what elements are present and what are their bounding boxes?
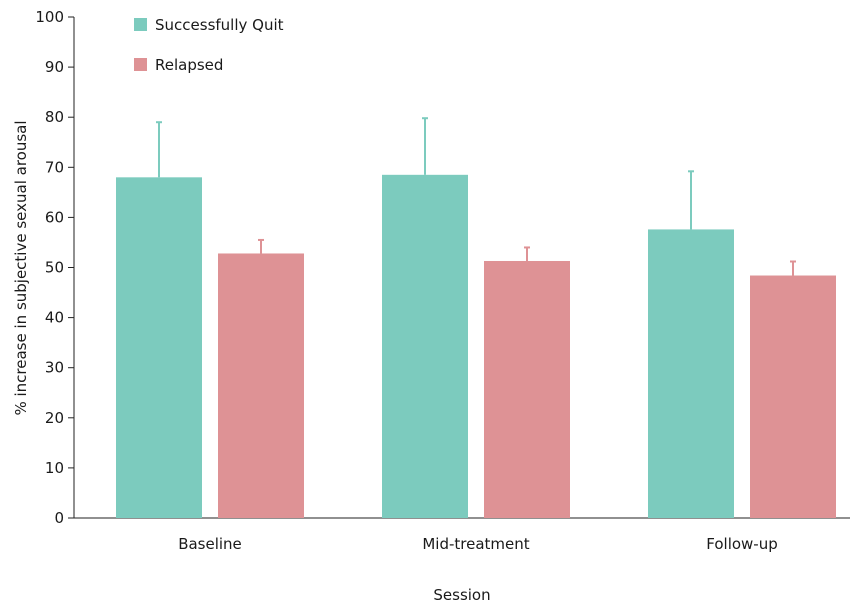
y-axis-title: % increase in subjective sexual arousal [12, 120, 30, 415]
x-tick-label: Baseline [178, 535, 242, 553]
x-axis: Baseline Mid-treatment Follow-up [74, 517, 850, 553]
bar [382, 174, 468, 518]
x-tick-label: Mid-treatment [422, 535, 529, 553]
y-tick-label: 70 [45, 158, 64, 176]
bar [648, 229, 734, 518]
y-tick-label: 90 [45, 58, 64, 76]
legend-swatch [134, 18, 147, 31]
y-tick-label: 40 [45, 309, 64, 327]
bars [116, 117, 836, 519]
y-tick-label: 100 [35, 8, 64, 26]
bar [484, 260, 570, 518]
y-tick-label: 20 [45, 409, 64, 427]
y-tick-label: 80 [45, 108, 64, 126]
legend-label: Relapsed [155, 56, 223, 74]
legend: Successfully Quit Relapsed [134, 16, 284, 74]
y-axis: 0 10 20 30 40 50 60 70 80 90 100 [35, 8, 75, 527]
x-tick-label: Follow-up [706, 535, 778, 553]
bar [750, 275, 836, 518]
y-tick-label: 10 [45, 459, 64, 477]
y-tick-label: 50 [45, 259, 64, 277]
y-tick-label: 0 [54, 509, 64, 527]
y-tick-label: 30 [45, 359, 64, 377]
bar [116, 177, 202, 518]
legend-label: Successfully Quit [155, 16, 284, 34]
legend-swatch [134, 58, 147, 71]
bar [218, 253, 304, 519]
x-axis-title: Session [433, 586, 490, 604]
y-tick-label: 60 [45, 208, 64, 226]
